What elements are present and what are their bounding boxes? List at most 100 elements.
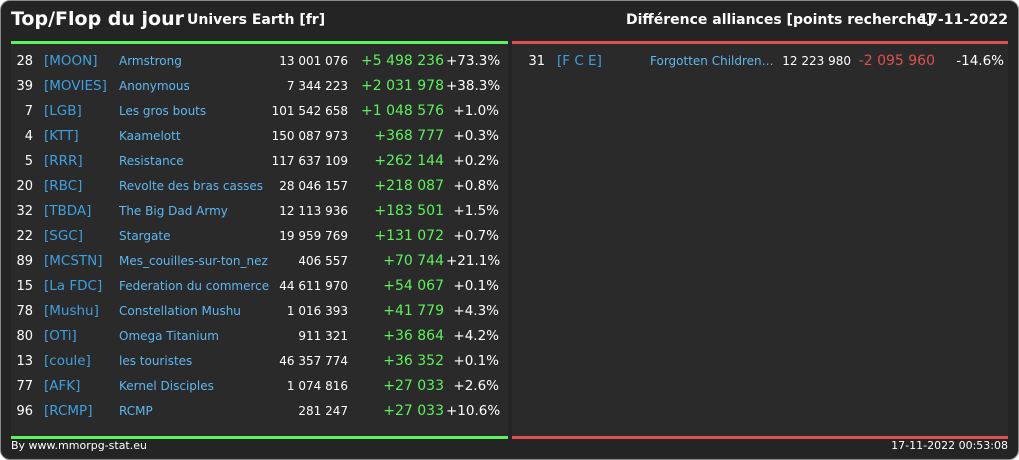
percent-change: +21.1%	[446, 253, 501, 269]
alliance-rank: 89	[16, 254, 33, 269]
top-row: 5 [RRR] Resistance 117 637 109 +262 144 +0.2%	[11, 149, 508, 174]
header: Top/Flop du jour Univers Earth [fr] Diff…	[1, 1, 1018, 41]
alliance-tag: [coule]	[44, 353, 91, 369]
points-difference: +1 048 576	[361, 103, 444, 119]
percent-change: +10.6%	[446, 403, 501, 419]
alliance-rank: 39	[16, 79, 33, 94]
alliance-rank: 77	[16, 379, 33, 394]
alliance-points: 12 223 980	[782, 54, 851, 68]
top-row: 78 [Mushu] Constellation Mushu 1 016 393 +41…	[11, 299, 508, 324]
alliance-points: 1 074 816	[286, 379, 348, 393]
points-difference: +368 777	[374, 128, 444, 144]
alliance-rank: 32	[16, 204, 33, 219]
alliance-points: 19 959 769	[279, 229, 348, 243]
alliance-name: les touristes	[119, 354, 193, 368]
alliance-points: 150 087 973	[271, 129, 348, 143]
alliance-tag: [MCSTN]	[44, 253, 103, 269]
top-row: 96 [RCMP] RCMP 281 247 +27 033 +10.6%	[11, 399, 508, 424]
alliance-rank: 96	[16, 404, 33, 419]
alliance-tag: [KTT]	[44, 128, 79, 144]
top-row: 4 [KTT] Kaamelott 150 087 973 +368 777 +0.3%	[11, 124, 508, 149]
percent-change: +1.5%	[453, 203, 499, 219]
top-row: 89 [MCSTN] Mes_couilles-sur-ton_nez 406 557…	[11, 249, 508, 274]
percent-change: +38.3%	[446, 78, 501, 94]
percent-change: -14.6%	[956, 53, 1004, 69]
percent-change: +0.7%	[453, 228, 499, 244]
alliance-tag: [RRR]	[44, 153, 83, 169]
points-difference: +218 087	[374, 178, 444, 194]
footer-timestamp: 17-11-2022 00:53:08	[891, 439, 1008, 452]
alliance-name: Les gros bouts	[119, 104, 207, 118]
top-row: 39 [MOVIES] Anonymous 7 344 223 +2 031 978 +3…	[11, 74, 508, 99]
alliance-name: The Big Dad Army	[119, 204, 228, 218]
percent-change: +0.1%	[453, 278, 499, 294]
points-difference: -2 095 960	[858, 53, 935, 69]
top-row: 15 [La FDC] Federation du commerce 44 611 9…	[11, 274, 508, 299]
flop-row: 31 [F C E] Forgotten Children o... 12 223 9…	[512, 49, 1008, 74]
source-credit: By www.mmorpg-stat.eu	[11, 439, 147, 452]
alliance-points: 1 016 393	[286, 304, 348, 318]
points-difference: +41 779	[383, 303, 444, 319]
alliance-rank: 80	[16, 329, 33, 344]
alliance-points: 406 557	[298, 254, 348, 268]
alliance-tag: [SGC]	[44, 228, 83, 244]
points-difference: +262 144	[374, 153, 444, 169]
alliance-points: 28 046 157	[279, 179, 348, 193]
metric-label: Différence alliances [points recherche]	[626, 12, 933, 28]
top-row: 7 [LGB] Les gros bouts 101 542 658 +1 048 57…	[11, 99, 508, 124]
universe-label: Univers Earth [fr]	[187, 12, 326, 28]
page-title: Top/Flop du jour	[11, 8, 184, 30]
alliance-name: Federation du commerce	[119, 279, 270, 293]
alliance-tag: [LGB]	[44, 103, 82, 119]
alliance-name: RCMP	[119, 404, 153, 418]
alliance-name: Constellation Mushu	[119, 304, 241, 318]
alliance-tag: [AFK]	[44, 378, 81, 394]
alliance-name: Kaamelott	[119, 129, 181, 143]
percent-change: +0.3%	[453, 128, 499, 144]
top-panel: 28 [MOON] Armstrong 13 001 076 +5 498 236 +73…	[11, 41, 508, 439]
alliance-rank: 15	[16, 279, 33, 294]
top-row: 80 [OTi] Omega Titanium 911 321 +36 864 +4.2%	[11, 324, 508, 349]
alliance-name: Kernel Disciples	[119, 379, 214, 393]
points-difference: +2 031 978	[361, 78, 444, 94]
alliance-name: Armstrong	[119, 54, 182, 68]
flop-panel: 31 [F C E] Forgotten Children o... 12 223 9…	[512, 41, 1008, 439]
alliance-points: 911 321	[298, 329, 348, 343]
alliance-rank: 78	[16, 304, 33, 319]
alliance-rank: 22	[16, 229, 33, 244]
alliance-points: 44 611 970	[279, 279, 348, 293]
alliance-name: Forgotten Children o...	[650, 54, 775, 68]
alliance-name: Resistance	[119, 154, 184, 168]
top-row: 13 [coule] les touristes 46 357 774 +36 352 +…	[11, 349, 508, 374]
percent-change: +0.8%	[453, 178, 499, 194]
percent-change: +4.2%	[453, 328, 499, 344]
alliance-name: Omega Titanium	[119, 329, 219, 343]
percent-change: +0.1%	[453, 353, 499, 369]
alliance-points: 7 344 223	[286, 79, 348, 93]
alliance-points: 13 001 076	[279, 54, 348, 68]
alliance-points: 46 357 774	[279, 354, 348, 368]
percent-change: +2.6%	[453, 378, 499, 394]
alliance-rank: 5	[24, 154, 33, 169]
alliance-tag: [MOVIES]	[44, 78, 107, 94]
top-row: 28 [MOON] Armstrong 13 001 076 +5 498 236 +73…	[11, 49, 508, 74]
points-difference: +70 744	[383, 253, 444, 269]
alliance-tag: [OTi]	[44, 328, 77, 344]
points-difference: +5 498 236	[361, 53, 444, 69]
points-difference: +27 033	[383, 403, 444, 419]
percent-change: +73.3%	[446, 53, 501, 69]
alliance-rank: 28	[16, 54, 33, 69]
alliance-points: 12 113 936	[279, 204, 348, 218]
points-difference: +27 033	[383, 378, 444, 394]
alliance-rank: 7	[24, 104, 33, 119]
top-row: 22 [SGC] Stargate 19 959 769 +131 072 +0.7%	[11, 224, 508, 249]
alliance-tag: [RCMP]	[44, 403, 93, 419]
percent-change: +0.2%	[453, 153, 499, 169]
percent-change: +1.0%	[453, 103, 499, 119]
points-difference: +36 352	[383, 353, 444, 369]
alliance-points: 281 247	[298, 404, 348, 418]
alliance-name: Anonymous	[119, 79, 190, 93]
alliance-tag: [La FDC]	[44, 278, 103, 294]
points-difference: +36 864	[383, 328, 444, 344]
